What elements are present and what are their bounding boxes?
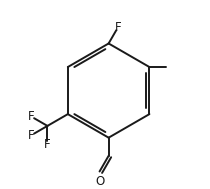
Text: F: F [44, 138, 51, 151]
Text: F: F [115, 20, 121, 33]
Text: F: F [28, 110, 34, 123]
Text: O: O [96, 175, 105, 188]
Text: F: F [28, 129, 34, 142]
